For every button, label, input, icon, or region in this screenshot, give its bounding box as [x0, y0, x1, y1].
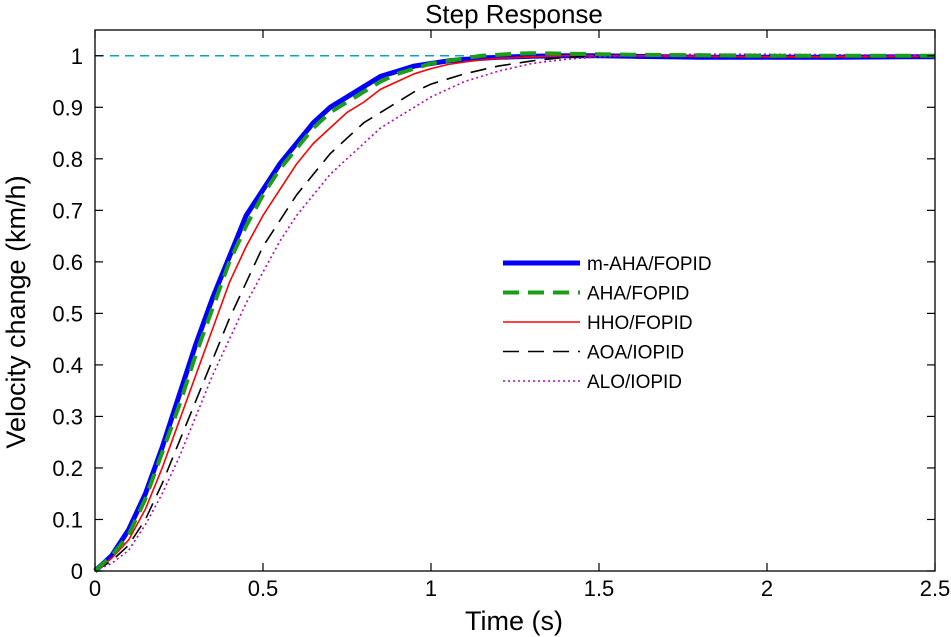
legend-label: ALO/IOPID: [587, 372, 682, 393]
legend-label: HHO/FOPID: [587, 313, 693, 334]
legend-label: AOA/IOPID: [587, 343, 684, 364]
legend: m-AHA/FOPID AHA/FOPID HHO/FOPID AOA/IOPID AL…: [503, 254, 712, 393]
legend-item-2: HHO/FOPID: [503, 313, 693, 334]
x-tick-label: 2: [761, 576, 773, 601]
x-axis-label: Time (s): [465, 606, 563, 636]
series-layer: [93, 51, 936, 573]
legend-items: m-AHA/FOPID AHA/FOPID HHO/FOPID AOA/IOPID AL…: [503, 254, 712, 393]
series-line-3: [94, 53, 936, 572]
y-tick-label: 0.1: [52, 507, 83, 532]
y-tick-label: 0.8: [52, 147, 83, 172]
x-tick-label: 1.5: [584, 576, 615, 601]
x-tick-label: 0: [89, 576, 101, 601]
legend-item-0: m-AHA/FOPID: [503, 254, 712, 275]
chart-title: Step Response: [425, 0, 603, 29]
y-tick-label: 0.2: [52, 456, 83, 481]
ticks-layer: [94, 30, 936, 572]
x-tick-label: 2.5: [920, 576, 951, 601]
legend-label: m-AHA/FOPID: [587, 254, 712, 275]
legend-label: AHA/FOPID: [587, 284, 689, 305]
legend-item-4: ALO/IOPID: [503, 372, 682, 393]
x-tick-labels: 0 0.5 1 1.5 2 2.5: [89, 576, 950, 601]
y-tick-label: 0.6: [52, 250, 83, 275]
y-tick-label: 0: [71, 559, 83, 584]
y-tick-label: 0.5: [52, 301, 83, 326]
x-tick-label: 0.5: [248, 576, 279, 601]
y-tick-labels: 0 0.1 0.2 0.3 0.4 0.5 0.6 0.7 0.8 0.9 1: [52, 44, 83, 584]
y-tick-label: 0.7: [52, 198, 83, 223]
y-axis-label: Velocity change (km/h): [1, 175, 31, 448]
y-tick-label: 0.4: [52, 353, 83, 378]
series-line-0: [93, 53, 935, 573]
y-tick-label: 0.9: [52, 95, 83, 120]
series-line-4: [94, 53, 936, 572]
y-tick-label: 1: [71, 44, 83, 69]
series-line-1: [93, 51, 935, 573]
plot-frame: [94, 29, 936, 572]
series-line-2: [94, 54, 936, 572]
x-tick-label: 1: [425, 576, 437, 601]
legend-item-3: AOA/IOPID: [503, 343, 684, 364]
legend-item-1: AHA/FOPID: [503, 284, 689, 305]
y-tick-label: 0.3: [52, 404, 83, 429]
